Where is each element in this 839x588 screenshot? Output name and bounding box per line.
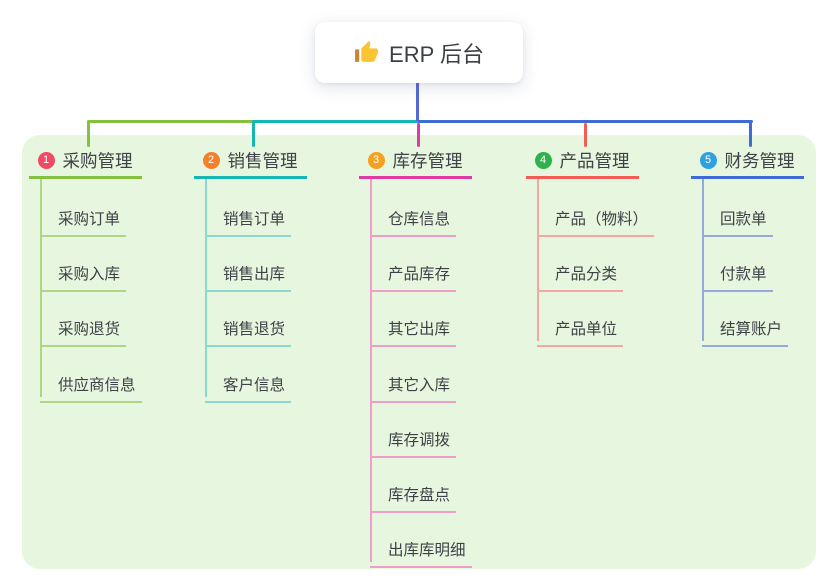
- child-topic[interactable]: 采购退货: [40, 311, 127, 348]
- child-topic[interactable]: 采购订单: [40, 201, 127, 237]
- branch-topic-label: 产品管理: [559, 151, 630, 171]
- child-topic-label: 仓库信息: [388, 211, 451, 228]
- child-topic[interactable]: 出库库明细: [370, 532, 472, 569]
- child-topic-label: 其它出库: [388, 321, 451, 339]
- child-topic[interactable]: 客户信息: [205, 367, 292, 403]
- child-topic[interactable]: 其它出库: [370, 311, 457, 348]
- child-topic[interactable]: 库存盘点: [370, 477, 457, 513]
- children-spine-line: [205, 177, 207, 397]
- child-topic[interactable]: 供应商信息: [40, 367, 142, 403]
- branch-connector-drop: [748, 120, 752, 147]
- child-topic[interactable]: 采购入库: [40, 256, 127, 293]
- branch-connector-horizontal: [418, 120, 753, 123]
- child-topic[interactable]: 库存调拨: [370, 422, 457, 458]
- child-topic-label: 出库库明细: [388, 542, 466, 560]
- child-topic-label: 产品（物料）: [555, 211, 649, 228]
- child-topic-label: 产品分类: [555, 266, 618, 284]
- child-topic[interactable]: 产品单位: [537, 311, 624, 348]
- child-topic-label: 产品库存: [388, 266, 451, 284]
- branch-topic-label: 采购管理: [62, 151, 133, 171]
- child-topic[interactable]: 销售退货: [205, 311, 292, 348]
- child-topic-label: 采购入库: [58, 266, 121, 284]
- child-topic-label: 供应商信息: [58, 376, 136, 394]
- root-stem-line: [416, 83, 419, 121]
- branch-number-badge: 2: [202, 152, 220, 169]
- branch-number-badge: 3: [367, 152, 385, 169]
- thumbs-up-icon: [355, 41, 378, 62]
- child-topic-label: 库存调拨: [388, 431, 451, 449]
- branch-number-badge: 4: [534, 152, 552, 169]
- child-topic-label: 库存盘点: [388, 487, 451, 504]
- child-topic-label: 销售退货: [223, 321, 286, 339]
- child-topic-label: 产品单位: [555, 321, 618, 339]
- child-topic[interactable]: 其它入库: [370, 367, 457, 403]
- child-topic-label: 付款单: [720, 266, 767, 284]
- root-topic-label: ERP 后台: [389, 41, 484, 67]
- branch-topic[interactable]: 1 采购管理: [28, 145, 142, 179]
- child-topic[interactable]: 结算账户: [702, 311, 789, 348]
- child-topic-label: 客户信息: [223, 376, 286, 394]
- child-topic-label: 结算账户: [720, 321, 783, 339]
- child-topic[interactable]: 仓库信息: [370, 201, 457, 237]
- child-topic-label: 回款单: [720, 211, 767, 228]
- branches-panel: [22, 135, 816, 569]
- branch-number-badge: 5: [699, 152, 717, 169]
- root-topic[interactable]: ERP 后台: [315, 22, 523, 83]
- branch-number-badge: 1: [37, 152, 55, 169]
- branch-topic-label: 销售管理: [227, 151, 298, 171]
- children-spine-line: [702, 177, 704, 342]
- branch-connector-drop: [86, 120, 90, 147]
- children-spine-line: [370, 177, 372, 563]
- child-topic-label: 采购订单: [58, 211, 121, 228]
- branch-topic[interactable]: 2 销售管理: [193, 145, 307, 179]
- child-topic[interactable]: 产品分类: [537, 256, 624, 293]
- branch-connector-drop: [583, 123, 587, 147]
- branch-topic-label: 库存管理: [392, 151, 463, 171]
- branch-connector-drop: [416, 123, 420, 147]
- children-spine-line: [40, 177, 42, 397]
- child-topic-label: 采购退货: [58, 321, 121, 339]
- child-topic[interactable]: 付款单: [702, 256, 773, 293]
- branch-topic-label: 财务管理: [724, 151, 795, 171]
- branch-topic[interactable]: 3 库存管理: [358, 145, 472, 179]
- child-topic-label: 销售出库: [223, 266, 286, 284]
- child-topic[interactable]: 销售订单: [205, 201, 292, 237]
- branch-connector-drop: [251, 120, 255, 147]
- child-topic[interactable]: 产品库存: [370, 256, 457, 293]
- branch-connector-horizontal: [253, 120, 421, 123]
- child-topic-label: 其它入库: [388, 376, 451, 394]
- children-spine-line: [537, 177, 539, 342]
- branch-topic[interactable]: 4 产品管理: [525, 145, 639, 179]
- child-topic-label: 销售订单: [223, 211, 286, 228]
- branch-topic[interactable]: 5 财务管理: [690, 145, 804, 179]
- child-topic[interactable]: 回款单: [702, 201, 773, 237]
- child-topic[interactable]: 销售出库: [205, 256, 292, 293]
- child-topic[interactable]: 产品（物料）: [537, 201, 655, 237]
